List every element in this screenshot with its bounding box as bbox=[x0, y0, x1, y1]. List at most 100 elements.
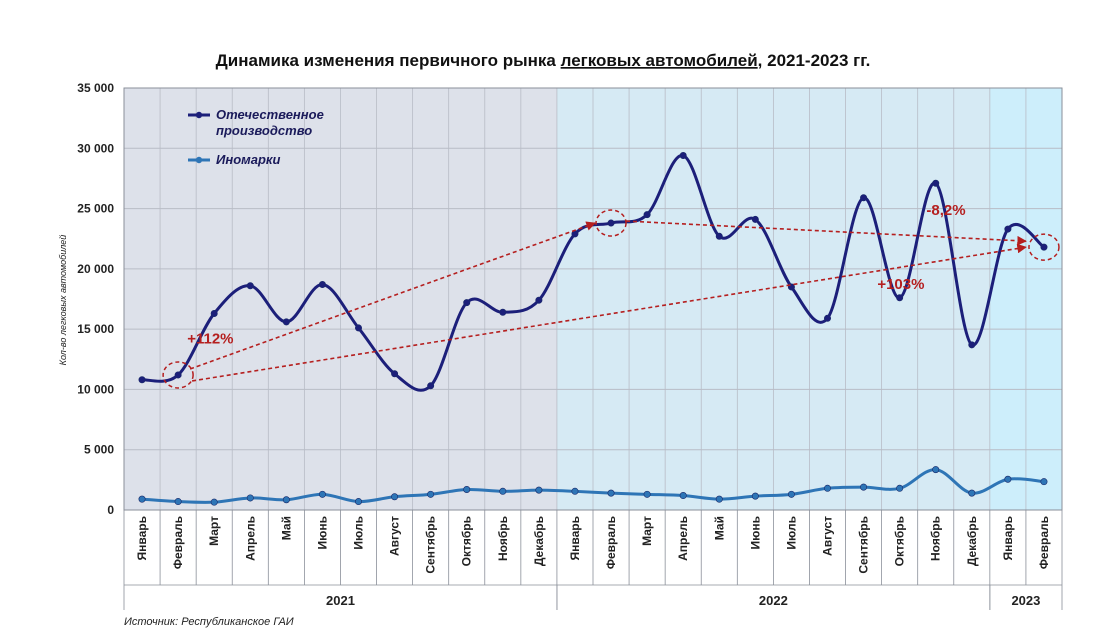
data-point-domestic bbox=[210, 309, 218, 317]
highlight-circle bbox=[1028, 233, 1060, 261]
data-point-domestic bbox=[282, 318, 290, 326]
y-tick-label: 25 000 bbox=[77, 202, 114, 216]
x-tick-label: Ноябрь bbox=[496, 516, 510, 561]
data-point-foreign bbox=[246, 494, 254, 502]
data-point-foreign bbox=[174, 498, 182, 506]
data-point-domestic bbox=[318, 281, 326, 289]
data-point-foreign bbox=[932, 466, 940, 474]
data-point-domestic bbox=[535, 296, 543, 304]
data-point-domestic bbox=[174, 371, 182, 379]
data-point-foreign bbox=[751, 492, 759, 500]
x-tick-label: Июль bbox=[784, 516, 798, 550]
data-point-foreign bbox=[896, 484, 904, 492]
x-tick-label: Декабрь bbox=[965, 516, 979, 566]
y-tick-label: 5 000 bbox=[84, 443, 114, 457]
annotations: +112% +103% -8,2% bbox=[162, 202, 1060, 389]
data-point-domestic bbox=[751, 215, 759, 223]
data-point-foreign bbox=[499, 487, 507, 495]
annotation-arrow bbox=[191, 243, 1027, 382]
x-tick-label: Август bbox=[821, 516, 835, 556]
x-tick-label: Февраль bbox=[1037, 516, 1051, 569]
x-tick-label: Январь bbox=[568, 516, 582, 560]
x-tick-label: Октябрь bbox=[460, 516, 474, 566]
y-tick-label: 30 000 bbox=[77, 141, 114, 155]
data-point-domestic bbox=[354, 324, 362, 332]
y-tick-label: 35 000 bbox=[77, 81, 114, 95]
y-tick-label: 15 000 bbox=[77, 322, 114, 336]
x-tick-label: Октябрь bbox=[893, 516, 907, 566]
year-label-2023: 2023 bbox=[1011, 593, 1040, 608]
data-point-domestic bbox=[643, 211, 651, 219]
x-tick-label: Август bbox=[388, 516, 402, 556]
data-point-foreign bbox=[282, 496, 290, 504]
x-tick-label: Апрель bbox=[676, 516, 690, 561]
series bbox=[138, 152, 1048, 506]
data-point-domestic bbox=[860, 194, 868, 202]
data-point-domestic bbox=[968, 341, 976, 349]
data-point-domestic bbox=[823, 314, 831, 322]
x-tick-label: Май bbox=[712, 516, 726, 540]
x-tick-label: Июль bbox=[352, 516, 366, 550]
data-point-foreign bbox=[715, 495, 723, 503]
data-point-domestic bbox=[715, 232, 723, 240]
x-tick-label: Январь bbox=[1001, 516, 1015, 560]
data-point-domestic bbox=[427, 382, 435, 390]
data-point-domestic bbox=[463, 299, 471, 307]
source-note: Источник: Республиканское ГАИ bbox=[124, 616, 294, 628]
data-point-foreign bbox=[463, 486, 471, 494]
x-tick-label: Апрель bbox=[243, 516, 257, 561]
data-point-foreign bbox=[318, 490, 326, 498]
x-tick-label: Ноябрь bbox=[929, 516, 943, 561]
annotation-label: -8,2% bbox=[926, 202, 965, 219]
data-point-domestic bbox=[499, 308, 507, 316]
data-point-domestic bbox=[932, 179, 940, 187]
annotation-arrow bbox=[189, 221, 596, 370]
data-point-foreign bbox=[138, 495, 146, 503]
data-point-foreign bbox=[535, 486, 543, 494]
highlight-circle bbox=[595, 209, 627, 237]
year-label-2022: 2022 bbox=[759, 593, 788, 608]
data-point-foreign bbox=[1004, 475, 1012, 483]
data-point-foreign bbox=[571, 487, 579, 495]
x-tick-label: Июнь bbox=[315, 516, 329, 550]
highlight-circle bbox=[162, 361, 194, 389]
y-tick-label: 20 000 bbox=[77, 262, 114, 276]
data-point-domestic bbox=[1040, 243, 1048, 251]
data-point-domestic bbox=[679, 152, 687, 160]
data-point-foreign bbox=[968, 489, 976, 497]
data-point-foreign bbox=[607, 489, 615, 497]
chart-title-part-2: легковых автомобилей bbox=[561, 51, 758, 70]
y-axis-label: Кол-во легковых автомобилей bbox=[58, 235, 68, 366]
data-point-foreign bbox=[860, 483, 868, 491]
y-tick-label: 0 bbox=[107, 503, 114, 517]
year-label-2021: 2021 bbox=[326, 593, 355, 608]
x-tick-label: Февраль bbox=[171, 516, 185, 569]
x-tick-label: Январь bbox=[135, 516, 149, 560]
data-point-foreign bbox=[427, 490, 435, 498]
data-point-foreign bbox=[1040, 478, 1048, 486]
x-tick-label: Июнь bbox=[748, 516, 762, 550]
x-tick-label: Март bbox=[640, 516, 654, 546]
data-point-foreign bbox=[354, 498, 362, 506]
data-point-foreign bbox=[391, 493, 399, 501]
data-point-domestic bbox=[391, 370, 399, 378]
x-tick-label: Март bbox=[207, 516, 221, 546]
data-point-domestic bbox=[1004, 225, 1012, 233]
series-line-domestic bbox=[141, 154, 1045, 392]
annotation-arrow bbox=[625, 220, 1027, 246]
data-point-domestic bbox=[896, 294, 904, 302]
chart-title-part-1: Динамика изменения первичного рынка bbox=[216, 51, 561, 70]
data-point-foreign bbox=[210, 498, 218, 506]
y-tick-label: 10 000 bbox=[77, 382, 114, 396]
x-tick-label: Сентябрь bbox=[857, 516, 871, 574]
x-tick-label: Декабрь bbox=[532, 516, 546, 566]
annotation-label: +112% bbox=[187, 331, 233, 348]
x-tick-label: Февраль bbox=[604, 516, 618, 569]
axes: 0 5 000 10 000 15 000 20 000 25 000 30 000 35 0… bbox=[77, 81, 1063, 610]
legend-swatch-marker bbox=[195, 156, 203, 164]
chart-title: Динамика изменения первичного рынка легк… bbox=[216, 51, 871, 70]
data-point-foreign bbox=[679, 492, 687, 500]
chart-title-part-3: , 2021-2023 гг. bbox=[758, 51, 871, 70]
